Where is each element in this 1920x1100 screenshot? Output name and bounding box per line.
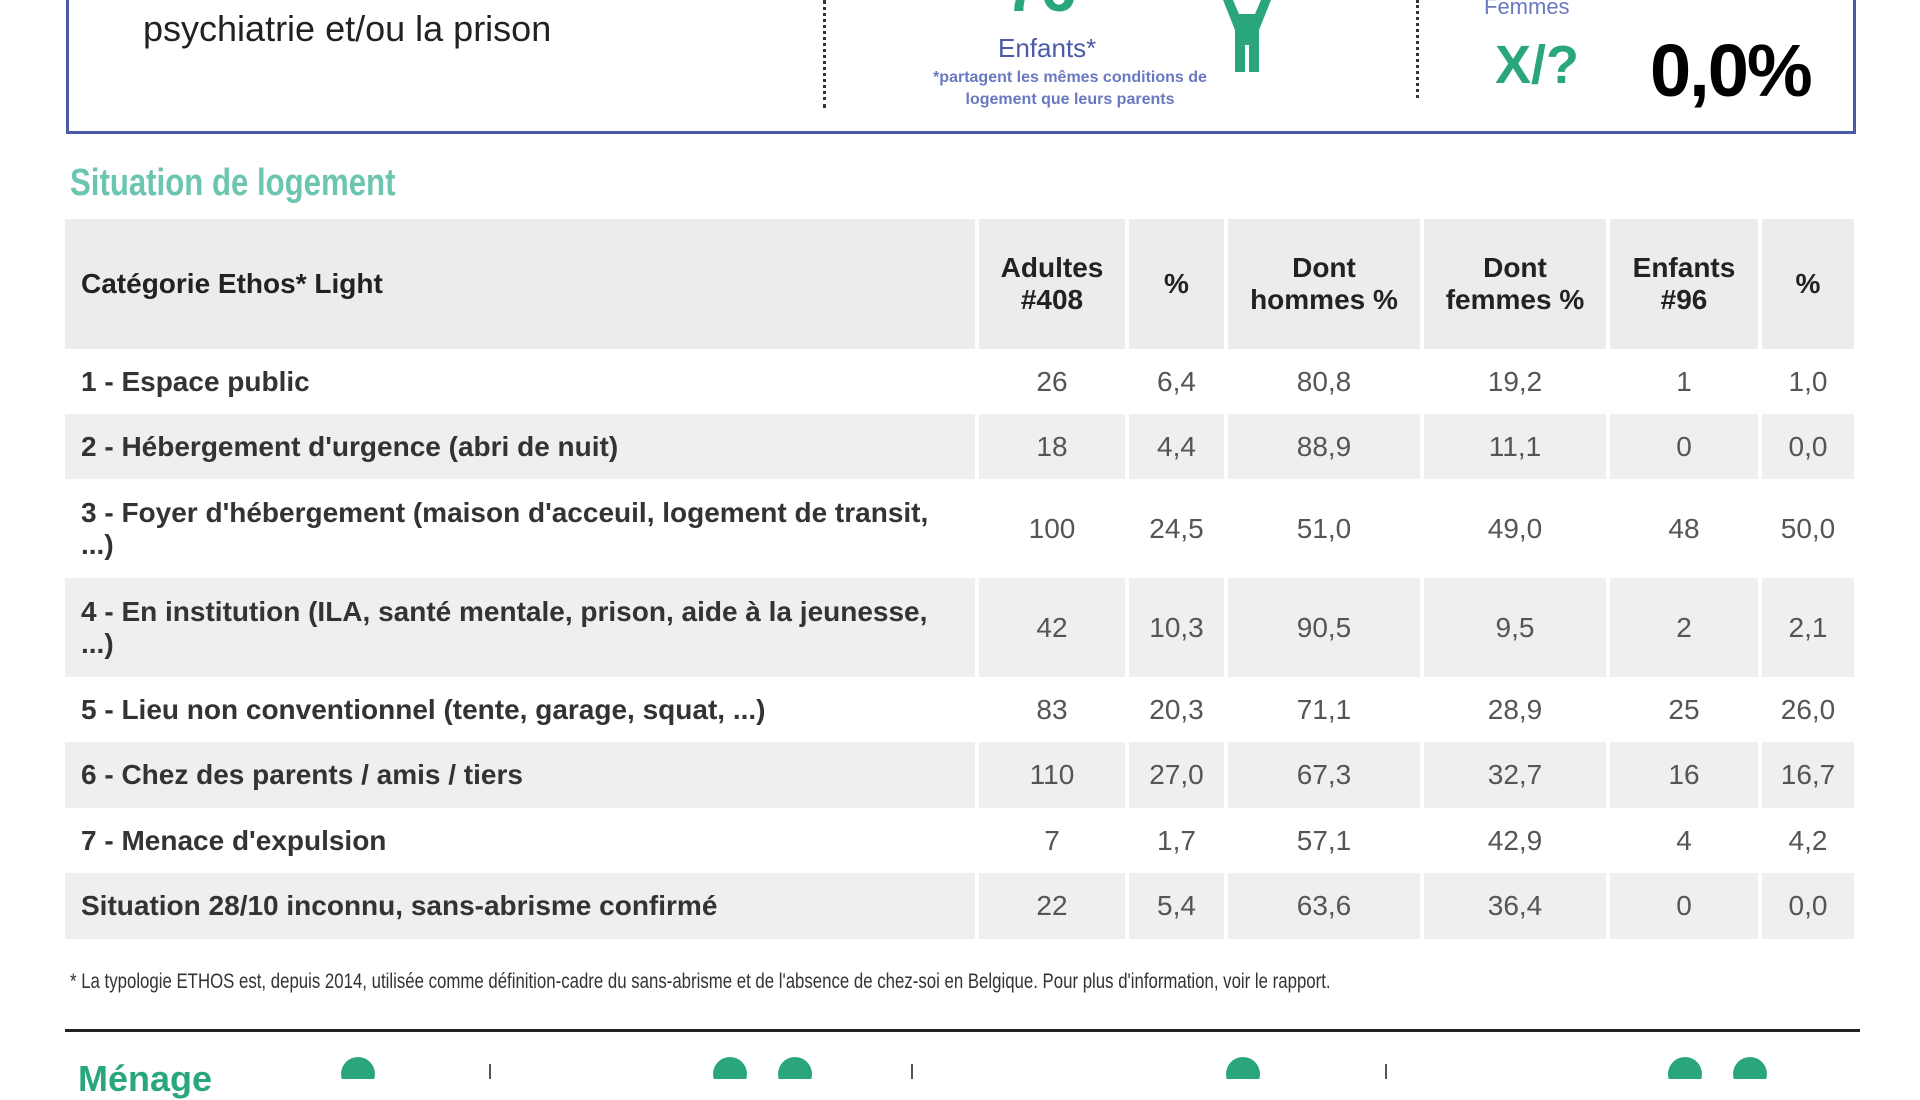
women-percent: 0,0% bbox=[1650, 29, 1813, 112]
summary-text: psychiatrie et/ou la prison bbox=[143, 8, 552, 49]
separator bbox=[65, 1029, 1860, 1032]
table-cell: 25 bbox=[1608, 677, 1762, 742]
table-cell: 48 bbox=[1608, 479, 1762, 578]
table-cell: 50,0 bbox=[1760, 479, 1858, 578]
header-cell: Dont hommes % bbox=[1226, 219, 1424, 349]
table-row: 2 - Hébergement d'urgence (abri de nuit)… bbox=[65, 414, 1858, 479]
table-cell: 1 bbox=[1608, 349, 1762, 414]
women-label: Femmes bbox=[1484, 0, 1570, 19]
divider bbox=[1416, 0, 1419, 98]
header-cell: Catégorie Ethos* Light bbox=[65, 219, 979, 349]
table-cell: 16 bbox=[1608, 742, 1762, 808]
table-cell: 83 bbox=[977, 677, 1129, 742]
table-cell: 10,3 bbox=[1127, 578, 1228, 677]
table-cell: 0,0 bbox=[1760, 873, 1858, 939]
table-cell: 5,4 bbox=[1127, 873, 1228, 939]
header-cell: Enfants #96 bbox=[1608, 219, 1762, 349]
footnote: * La typologie ETHOS est, depuis 2014, u… bbox=[70, 970, 1331, 993]
table-cell: 67,3 bbox=[1226, 742, 1424, 808]
table-cell: 51,0 bbox=[1226, 479, 1424, 578]
table-cell: 18 bbox=[977, 414, 1129, 479]
table-cell: 16,7 bbox=[1760, 742, 1858, 808]
header-cell: Adultes #408 bbox=[977, 219, 1129, 349]
children-note: *partagent les mêmes conditions de logeme… bbox=[880, 67, 1260, 111]
table-cell: 26,0 bbox=[1760, 677, 1858, 742]
table-cell: 1 - Espace public bbox=[65, 349, 979, 414]
table-row: 3 - Foyer d'hébergement (maison d'acceui… bbox=[65, 479, 1858, 578]
table-cell: 28,9 bbox=[1422, 677, 1610, 742]
table-row: 1 - Espace public 26 6,4 80,8 19,2 1 1,0 bbox=[65, 349, 1858, 414]
divider bbox=[823, 0, 826, 108]
table-cell: 2 bbox=[1608, 578, 1762, 677]
table-cell: 110 bbox=[977, 742, 1129, 808]
table-cell: 2 - Hébergement d'urgence (abri de nuit) bbox=[65, 414, 979, 479]
table-cell: 3 - Foyer d'hébergement (maison d'acceui… bbox=[65, 479, 979, 578]
table-cell: 0 bbox=[1608, 873, 1762, 939]
table-cell: 1,7 bbox=[1127, 808, 1228, 873]
header-cell: % bbox=[1127, 219, 1228, 349]
table-row: 6 - Chez des parents / amis / tiers 110 27… bbox=[65, 742, 1858, 808]
table-cell: 57,1 bbox=[1226, 808, 1424, 873]
table-row: Situation 28/10 inconnu, sans-abrisme co… bbox=[65, 873, 1858, 939]
table-cell: 22 bbox=[977, 873, 1129, 939]
table-cell: 24,5 bbox=[1127, 479, 1228, 578]
table-cell: 2,1 bbox=[1760, 578, 1858, 677]
table-cell: Situation 28/10 inconnu, sans-abrisme co… bbox=[65, 873, 979, 939]
household-icons bbox=[341, 1057, 1767, 1079]
table-cell: 88,9 bbox=[1226, 414, 1424, 479]
table-cell: 80,8 bbox=[1226, 349, 1424, 414]
table-cell: 42,9 bbox=[1422, 808, 1610, 873]
table-cell: 11,1 bbox=[1422, 414, 1610, 479]
table-cell: 49,0 bbox=[1422, 479, 1610, 578]
table-row: 4 - En institution (ILA, santé mentale, … bbox=[65, 578, 1858, 677]
table-cell: 6,4 bbox=[1127, 349, 1228, 414]
children-value: 76 bbox=[1005, 0, 1076, 26]
table-cell: 7 - Menace d'expulsion bbox=[65, 808, 979, 873]
table-cell: 0 bbox=[1608, 414, 1762, 479]
table-cell: 0,0 bbox=[1760, 414, 1858, 479]
housing-table: Catégorie Ethos* Light Adultes #408% Dont … bbox=[65, 219, 1858, 939]
summary-box bbox=[66, 0, 1856, 134]
women-value: X/? bbox=[1495, 35, 1580, 95]
table-row: 7 - Menace d'expulsion 7 1,7 57,1 42,9 4 4,2 bbox=[65, 808, 1858, 873]
table-cell: 27,0 bbox=[1127, 742, 1228, 808]
table-cell: 4 - En institution (ILA, santé mentale, … bbox=[65, 578, 979, 677]
table-cell: 42 bbox=[977, 578, 1129, 677]
table-cell: 4,4 bbox=[1127, 414, 1228, 479]
header-row: Catégorie Ethos* Light Adultes #408% Dont … bbox=[65, 219, 1858, 349]
header-cell: % bbox=[1760, 219, 1858, 349]
table-row: 5 - Lieu non conventionnel (tente, garag… bbox=[65, 677, 1858, 742]
table-cell: 63,6 bbox=[1226, 873, 1424, 939]
table-cell: 6 - Chez des parents / amis / tiers bbox=[65, 742, 979, 808]
table-cell: 90,5 bbox=[1226, 578, 1424, 677]
table-cell: 4,2 bbox=[1760, 808, 1858, 873]
table-cell: 20,3 bbox=[1127, 677, 1228, 742]
table-cell: 5 - Lieu non conventionnel (tente, garag… bbox=[65, 677, 979, 742]
table-cell: 1,0 bbox=[1760, 349, 1858, 414]
table-cell: 19,2 bbox=[1422, 349, 1610, 414]
table-cell: 32,7 bbox=[1422, 742, 1610, 808]
table-cell: 100 bbox=[977, 479, 1129, 578]
table-cell: 71,1 bbox=[1226, 677, 1424, 742]
children-label: Enfants* bbox=[998, 33, 1097, 63]
note-line: logement que leurs parents bbox=[965, 91, 1175, 108]
child-icon bbox=[1223, 0, 1271, 72]
table-cell: 36,4 bbox=[1422, 873, 1610, 939]
header-cell: Dont femmes % bbox=[1422, 219, 1610, 349]
table-cell: 7 bbox=[977, 808, 1129, 873]
section-title: Situation de logement bbox=[70, 162, 396, 204]
table-cell: 4 bbox=[1608, 808, 1762, 873]
note-line: *partagent les mêmes conditions de bbox=[933, 69, 1207, 86]
table-cell: 26 bbox=[977, 349, 1129, 414]
table-cell: 9,5 bbox=[1422, 578, 1610, 677]
